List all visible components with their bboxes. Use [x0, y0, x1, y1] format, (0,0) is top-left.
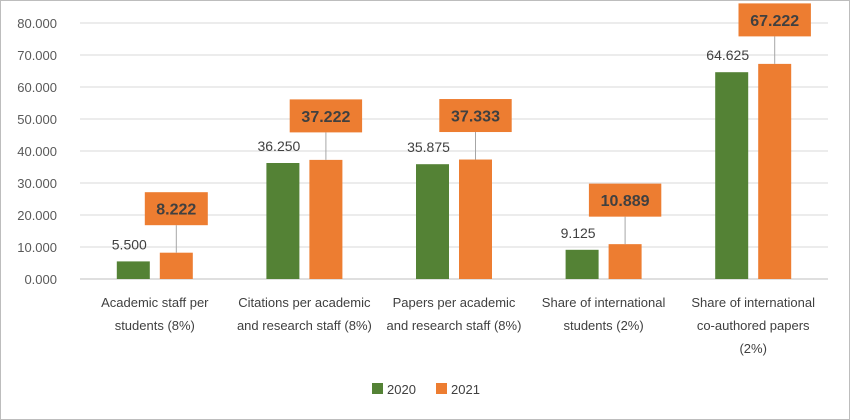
y-tick-label: 50.000: [17, 112, 57, 127]
category-label: Academic staff per: [101, 295, 209, 310]
data-label-2020: 5.500: [112, 236, 147, 252]
bar-2021: [608, 244, 642, 279]
bar-2021: [159, 252, 193, 279]
bar-2021: [758, 63, 792, 279]
bar-2020: [116, 261, 150, 279]
category-label: Share of international: [542, 295, 666, 310]
y-tick-label: 20.000: [17, 208, 57, 223]
category-label: Citations per academic: [238, 295, 371, 310]
data-label-2021: 10.889: [601, 193, 650, 210]
data-label-2020: 9.125: [561, 225, 596, 241]
data-label-2021: 37.222: [301, 109, 350, 126]
category-label: co-authored papers: [697, 318, 810, 333]
legend-swatch-2020: [372, 383, 383, 394]
data-label-2020: 35.875: [407, 139, 450, 155]
data-label-box-2021: [738, 3, 811, 37]
category-label: students (2%): [563, 318, 643, 333]
data-label-2021: 8.222: [156, 202, 196, 219]
category-label: Papers per academic: [393, 295, 516, 310]
bar-2020: [266, 163, 300, 279]
bar-2021: [459, 159, 492, 279]
data-label-2020: 36.250: [257, 138, 300, 154]
data-label-box-2021: [439, 99, 512, 133]
category-label: (2%): [739, 341, 766, 356]
data-label-2021: 67.222: [750, 13, 799, 30]
bar-2021: [309, 159, 343, 279]
y-tick-label: 0.000: [24, 272, 57, 287]
legend-swatch-2021: [436, 383, 447, 394]
bar-2020: [715, 72, 749, 279]
bar-2020: [416, 164, 449, 279]
y-tick-label: 40.000: [17, 144, 57, 159]
y-tick-label: 30.000: [17, 176, 57, 191]
y-tick-label: 10.000: [17, 240, 57, 255]
data-label-2021: 37.333: [451, 109, 500, 126]
category-label: Share of international: [691, 295, 815, 310]
category-label: students (8%): [115, 318, 195, 333]
data-label-box-2021: [588, 183, 662, 217]
data-label-box-2021: [144, 192, 208, 226]
y-tick-label: 70.000: [17, 48, 57, 63]
legend-label-2020: 2020: [387, 382, 416, 397]
bar-2020: [565, 249, 599, 279]
category-label: and research staff (8%): [387, 318, 522, 333]
data-label-2020: 64.625: [706, 47, 749, 63]
data-label-box-2021: [289, 99, 363, 133]
legend-label-2021: 2021: [451, 382, 480, 397]
category-label: and research staff (8%): [237, 318, 372, 333]
y-tick-label: 80.000: [17, 16, 57, 31]
y-tick-label: 60.000: [17, 80, 57, 95]
